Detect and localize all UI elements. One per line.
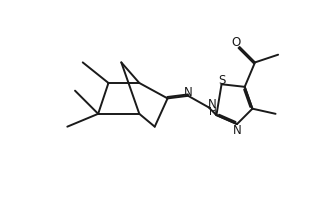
Text: N: N (184, 85, 193, 98)
Text: H: H (209, 107, 216, 117)
Text: N: N (208, 98, 217, 110)
Text: S: S (218, 73, 225, 86)
Text: O: O (231, 36, 240, 49)
Text: N: N (233, 123, 241, 136)
